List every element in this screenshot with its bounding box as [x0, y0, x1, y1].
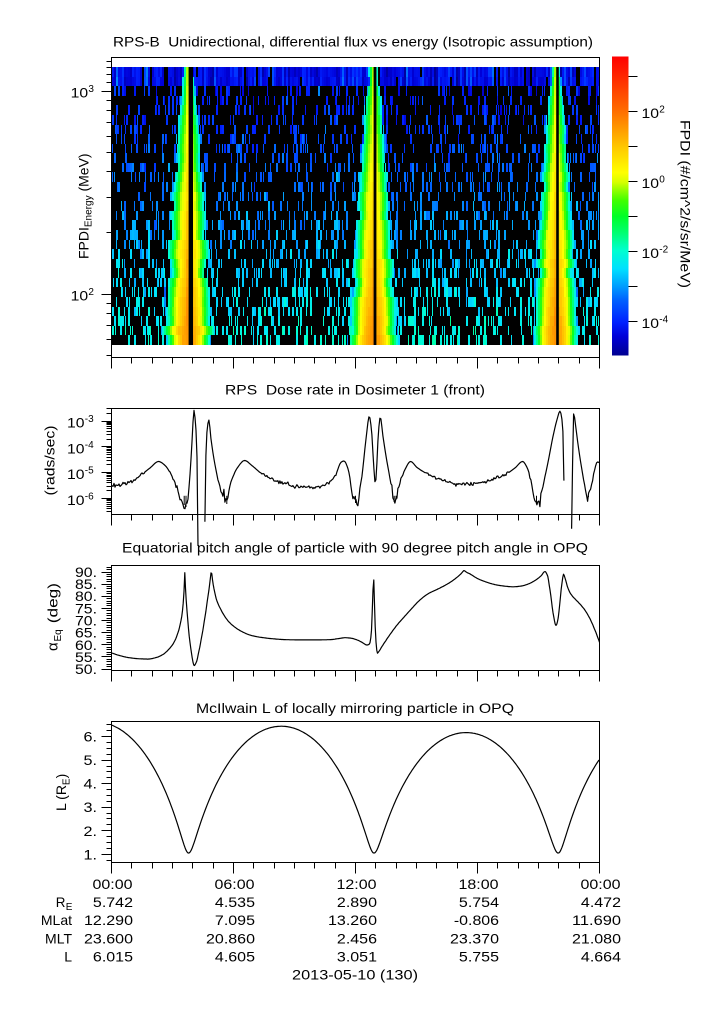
svg-text:-2: -2 [659, 245, 668, 256]
svg-text:-6: -6 [85, 491, 94, 502]
svg-text:10: 10 [67, 492, 85, 508]
svg-text:10: 10 [71, 85, 89, 101]
svg-text:E: E [66, 902, 73, 913]
svg-text:10: 10 [67, 440, 85, 456]
svg-text:4.472: 4.472 [581, 894, 621, 910]
svg-text:55.: 55. [75, 649, 97, 665]
svg-text:5.755: 5.755 [459, 949, 499, 965]
svg-text:5.742: 5.742 [93, 894, 133, 910]
svg-text:(rads/sec): (rads/sec) [42, 426, 58, 496]
svg-text:FPDI (#/cm^2/s/sr/MeV): FPDI (#/cm^2/s/sr/MeV) [678, 120, 694, 288]
svg-text:10: 10 [642, 105, 660, 121]
svg-text:75.: 75. [75, 600, 97, 616]
svg-text:2013-05-10 (130): 2013-05-10 (130) [292, 967, 418, 983]
svg-text:-0.806: -0.806 [454, 912, 499, 928]
svg-text:4.535: 4.535 [215, 894, 255, 910]
svg-text:0: 0 [659, 175, 665, 186]
svg-text:5.: 5. [84, 752, 98, 768]
svg-text:RPS Dose rate in Dosimeter 1: RPS Dose rate in Dosimeter 1 (front) [225, 382, 485, 398]
svg-text:10: 10 [67, 415, 85, 431]
svg-text:-5: -5 [85, 466, 94, 477]
svg-text:50.: 50. [75, 661, 97, 677]
svg-text:-4: -4 [659, 315, 668, 326]
svg-text:4.: 4. [84, 776, 98, 792]
svg-text:MLT: MLT [45, 930, 72, 946]
svg-text:4.664: 4.664 [581, 949, 621, 965]
svg-text:6.015: 6.015 [93, 949, 133, 965]
svg-text:MLat: MLat [41, 912, 72, 928]
svg-text:10: 10 [642, 245, 660, 261]
svg-text:10: 10 [71, 288, 89, 304]
svg-text:11.690: 11.690 [572, 912, 621, 928]
svg-text:23.600: 23.600 [84, 930, 133, 946]
svg-text:90.: 90. [75, 564, 97, 580]
svg-text:1.: 1. [84, 846, 98, 862]
svg-text:60.: 60. [75, 637, 97, 653]
svg-text:(deg): (deg) [45, 583, 61, 628]
svg-text:2: 2 [659, 105, 665, 116]
svg-text:FPDIEnergy (MeV): FPDIEnergy (MeV) [76, 153, 95, 259]
svg-text:4.605: 4.605 [215, 949, 255, 965]
svg-text:00:00: 00:00 [93, 876, 133, 892]
svg-text:6.: 6. [84, 729, 98, 745]
svg-text:70.: 70. [75, 613, 97, 629]
svg-text:12.290: 12.290 [84, 912, 133, 928]
svg-text:McIlwain L of locally mirrorin: McIlwain L of locally mirroring particle… [196, 700, 514, 716]
svg-text:2: 2 [88, 287, 94, 298]
svg-text:18:00: 18:00 [459, 876, 499, 892]
svg-text:-4: -4 [85, 440, 94, 451]
svg-text:20.860: 20.860 [206, 930, 255, 946]
svg-text:7.095: 7.095 [215, 912, 255, 928]
svg-text:α: α [45, 642, 62, 651]
svg-text:12:00: 12:00 [337, 876, 377, 892]
svg-text:L: L [64, 949, 72, 965]
svg-text:2.: 2. [84, 823, 98, 839]
svg-text:10: 10 [67, 466, 85, 482]
svg-text:Eq: Eq [53, 629, 64, 641]
svg-text:2.456: 2.456 [337, 930, 377, 946]
svg-text:3.051: 3.051 [337, 949, 377, 965]
svg-text:3: 3 [88, 84, 94, 95]
svg-text:06:00: 06:00 [215, 876, 255, 892]
svg-text:5.754: 5.754 [459, 894, 499, 910]
svg-text:80.: 80. [75, 588, 97, 604]
svg-text:23.370: 23.370 [450, 930, 499, 946]
svg-text:21.080: 21.080 [572, 930, 621, 946]
svg-text:85.: 85. [75, 576, 97, 592]
svg-text:00:00: 00:00 [581, 876, 621, 892]
svg-text:65.: 65. [75, 625, 97, 641]
svg-text:R: R [56, 894, 66, 910]
svg-text:13.260: 13.260 [328, 912, 377, 928]
svg-text:-3: -3 [85, 414, 94, 425]
svg-text:Equatorial pitch angle of part: Equatorial pitch angle of particle with … [122, 540, 588, 556]
svg-text:RPS-B Unidirectional, differe: RPS-B Unidirectional, differential flux … [113, 34, 593, 50]
svg-text:10: 10 [642, 175, 660, 191]
svg-text:2.890: 2.890 [337, 894, 377, 910]
svg-text:3.: 3. [84, 799, 98, 815]
svg-text:10: 10 [642, 315, 660, 331]
